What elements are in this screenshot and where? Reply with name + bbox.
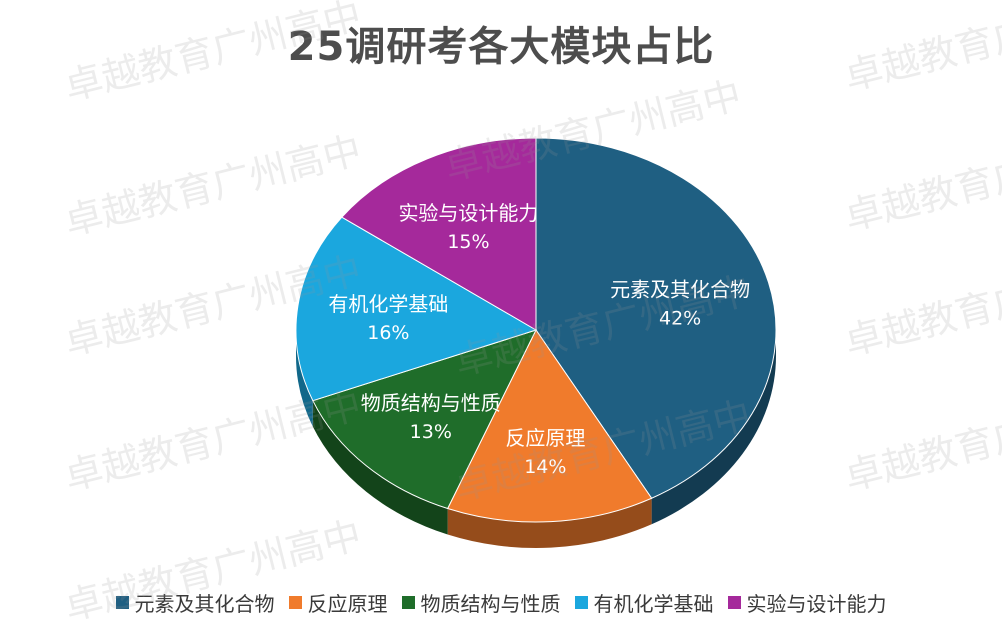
legend-swatch <box>401 596 415 609</box>
chart-title: 25调研考各大模块占比 <box>287 24 715 70</box>
chart-legend: 元素及其化合物 反应原理 物质结构与性质 有机化学基础 实验与设计能力 <box>0 588 1002 617</box>
legend-label: 元素及其化合物 <box>134 592 275 616</box>
pie-slice-side <box>651 330 777 525</box>
slice-category-label: 有机化学基础 <box>328 292 448 316</box>
legend-label: 有机化学基础 <box>593 592 714 616</box>
legend-item: 有机化学基础 <box>574 588 714 617</box>
legend-swatch <box>574 596 588 609</box>
slice-category-label: 实验与设计能力 <box>398 201 538 225</box>
pie-slice-side <box>296 330 313 427</box>
slice-percent-label: 14% <box>524 456 566 478</box>
pie-slice <box>535 137 777 499</box>
legend-swatch <box>115 596 129 609</box>
slice-category-label: 元素及其化合物 <box>610 277 750 301</box>
slice-category-label: 物质结构与性质 <box>361 391 501 415</box>
pie-slice <box>312 329 537 510</box>
legend-label: 物质结构与性质 <box>420 592 561 616</box>
pie-slice <box>295 216 538 402</box>
slice-category-label: 反应原理 <box>505 426 585 450</box>
pie-slice-side <box>312 400 448 535</box>
legend-label: 反应原理 <box>307 592 388 616</box>
legend-item: 实验与设计能力 <box>727 588 887 617</box>
legend-label: 实验与设计能力 <box>746 592 887 616</box>
legend-item: 元素及其化合物 <box>115 588 275 617</box>
legend-swatch <box>727 596 741 609</box>
pie-slice <box>341 137 537 331</box>
pie-slice-side <box>447 498 652 549</box>
slice-percent-label: 15% <box>447 231 489 253</box>
slice-percent-label: 42% <box>659 307 701 329</box>
slice-percent-label: 16% <box>367 322 409 344</box>
legend-item: 物质结构与性质 <box>401 588 561 617</box>
legend-swatch <box>288 596 302 609</box>
pie-slice <box>446 329 653 523</box>
legend-item: 反应原理 <box>288 588 388 617</box>
slice-percent-label: 13% <box>410 421 452 443</box>
